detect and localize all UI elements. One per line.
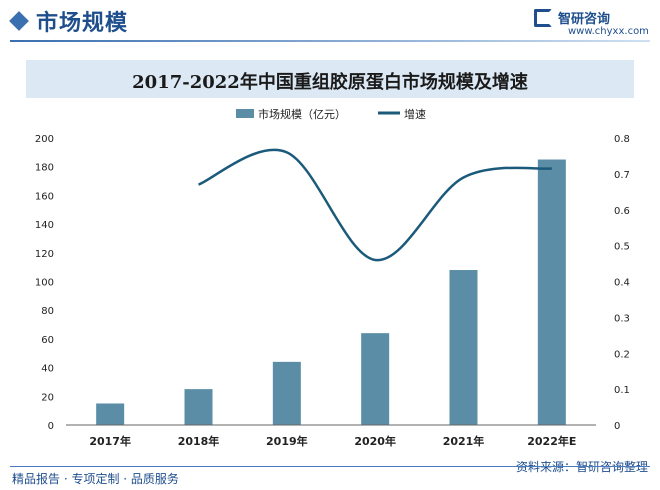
y-right-tick-label: 0.6: [614, 206, 630, 217]
x-tick-label: 2020年: [354, 434, 396, 448]
y-left-tick-label: 120: [35, 249, 54, 260]
bar: [185, 389, 213, 425]
x-tick-label: 2019年: [266, 434, 308, 448]
x-tick-label: 2021年: [443, 434, 485, 448]
x-tick-label: 2022年E: [527, 434, 576, 448]
y-left-tick-label: 100: [35, 278, 54, 289]
legend-label-bar: 市场规模（亿元）: [258, 107, 346, 121]
chart-title: 2017-2022年中国重组胶原蛋白市场规模及增速: [26, 68, 634, 94]
y-left-tick-label: 200: [35, 134, 54, 145]
y-right-tick-label: 0.7: [614, 170, 630, 181]
bar: [538, 160, 566, 425]
y-right-tick-label: 0.4: [614, 278, 630, 289]
chart: 市场规模（亿元） 增速 0 20 40 60 80 100 120 140 160 180 200 0 0.…: [0, 100, 660, 450]
y-left-tick-label: 60: [41, 335, 54, 346]
footer-slogan: 精品报告 · 专项定制 · 品质服务: [12, 470, 179, 487]
x-tick-label: 2017年: [89, 434, 131, 448]
y-right-tick-label: 0: [614, 421, 620, 432]
y-left-tick-label: 0: [48, 421, 54, 432]
y-right-tick-label: 0.8: [614, 134, 630, 145]
series-line-growth: [199, 150, 552, 260]
bar: [96, 403, 124, 425]
y-left-tick-label: 80: [41, 306, 54, 317]
x-tick-label: 2018年: [178, 434, 220, 448]
y-left-tick-label: 140: [35, 220, 54, 231]
y-right-tick-label: 0.3: [614, 313, 630, 324]
brand-url: www.chyxx.com: [568, 26, 649, 37]
brand-logo: 智研咨询 www.chyxx.com: [534, 6, 644, 40]
bar: [450, 270, 478, 425]
y-right-tick-label: 0.1: [614, 385, 630, 396]
section-header: 市场规模 智研咨询 www.chyxx.com: [0, 0, 660, 42]
bar: [361, 333, 389, 425]
legend-swatch-bar: [236, 109, 254, 118]
diamond-icon: [9, 11, 29, 31]
bar: [273, 362, 301, 425]
y-right-tick-label: 0.5: [614, 242, 630, 253]
section-title: 市场规模: [36, 5, 128, 37]
brand-name: 智研咨询: [558, 8, 610, 27]
brand-mark-icon: [534, 9, 552, 27]
footer-divider: [10, 466, 650, 467]
y-left-tick-label: 160: [35, 191, 54, 202]
y-right-tick-label: 0.2: [614, 349, 630, 360]
y-left-tick-label: 180: [35, 163, 54, 174]
y-left-tick-label: 20: [41, 392, 54, 403]
legend-label-line: 增速: [404, 107, 426, 121]
chart-title-bar: 2017-2022年中国重组胶原蛋白市场规模及增速: [26, 60, 634, 98]
header-divider: [10, 40, 650, 42]
y-left-tick-label: 40: [41, 364, 54, 375]
